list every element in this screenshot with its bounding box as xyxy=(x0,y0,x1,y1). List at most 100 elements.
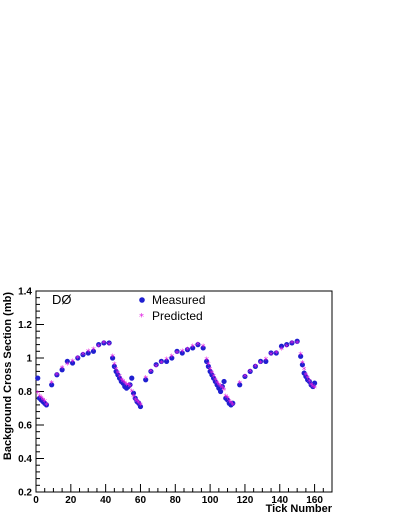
predicted-point: * xyxy=(170,353,175,363)
measured-point xyxy=(75,355,81,361)
measured-point xyxy=(43,402,50,408)
predicted-point: * xyxy=(35,390,40,400)
x-tick-label: 120 xyxy=(237,495,254,506)
predicted-point: * xyxy=(284,343,289,353)
measured-point xyxy=(129,375,135,381)
legend-marker-measured xyxy=(139,297,145,303)
measured-point xyxy=(106,340,112,346)
measured-point xyxy=(137,403,144,410)
predicted-point: * xyxy=(185,346,190,356)
measured-point xyxy=(195,342,201,348)
predicted-point: * xyxy=(295,339,300,349)
measured-point xyxy=(143,377,149,383)
measured-point xyxy=(80,352,86,358)
predicted-point: * xyxy=(65,361,70,371)
measured-point xyxy=(127,382,133,388)
predicted-point: * xyxy=(138,401,143,411)
predicted-point: * xyxy=(190,343,195,353)
predicted-point: * xyxy=(218,383,223,393)
predicted-point: * xyxy=(229,400,234,410)
predicted-point: * xyxy=(112,361,117,371)
legend-label-predicted: Predicted xyxy=(152,309,203,323)
predicted-point: * xyxy=(130,388,135,398)
experiment-label: DØ xyxy=(52,292,72,307)
measured-point xyxy=(49,382,55,388)
predicted-point: * xyxy=(211,373,216,383)
predicted-point: * xyxy=(180,348,185,358)
predicted-point: * xyxy=(37,393,42,403)
predicted-point: * xyxy=(136,400,141,410)
measured-point xyxy=(247,368,253,374)
predicted-point: * xyxy=(116,370,121,380)
predicted-point: * xyxy=(204,356,209,366)
y-axis: 0.2 0.4 0.6 0.8 1 1.2 1.4 xyxy=(18,287,44,499)
measured-point xyxy=(204,358,210,364)
predicted-point: * xyxy=(210,370,215,380)
x-tick-label: 140 xyxy=(271,495,288,506)
predicted-point: * xyxy=(149,368,154,378)
predicted-point: * xyxy=(86,348,91,358)
measured-point xyxy=(284,342,290,348)
x-tick-label: 40 xyxy=(100,495,112,506)
predicted-point: * xyxy=(201,343,206,353)
predicted-point: * xyxy=(154,363,159,373)
predicted-point: * xyxy=(253,363,258,373)
predicted-point: * xyxy=(307,378,312,388)
predicted-point: * xyxy=(224,393,229,403)
measured-point xyxy=(101,340,107,346)
predicted-point: * xyxy=(304,371,309,381)
y-tick-label: 0.8 xyxy=(18,387,32,398)
predicted-point: * xyxy=(237,380,242,390)
predicted-point: * xyxy=(159,360,164,370)
predicted-point: * xyxy=(300,360,305,370)
measured-point xyxy=(219,383,225,390)
y-tick-label: 1.2 xyxy=(18,320,32,331)
predicted-point: * xyxy=(76,355,81,365)
predicted-point: * xyxy=(220,385,225,395)
predicted-point: * xyxy=(208,366,213,376)
predicted-point: * xyxy=(311,383,316,393)
legend: Measured * Predicted xyxy=(139,293,205,323)
predicted-point: * xyxy=(81,351,86,361)
predicted-point: * xyxy=(312,385,317,395)
y-tick-label: 0.2 xyxy=(18,488,32,499)
measured-point xyxy=(158,358,164,364)
x-tick-label: 60 xyxy=(135,495,147,506)
measured-point xyxy=(96,342,102,348)
predicted-point: * xyxy=(175,349,180,359)
measured-point xyxy=(252,363,258,369)
measured-point xyxy=(242,373,248,380)
predicted-point: * xyxy=(206,361,211,371)
measured-point xyxy=(289,340,295,346)
measured-point xyxy=(258,358,264,364)
predicted-point: * xyxy=(164,356,169,366)
measured-point xyxy=(294,338,300,344)
x-axis-title: Tick Number xyxy=(266,503,333,515)
measured-point xyxy=(174,348,180,354)
predicted-point: * xyxy=(121,378,126,388)
measured-point xyxy=(298,353,304,359)
predicted-point: * xyxy=(290,339,295,349)
predicted-point: * xyxy=(110,353,115,363)
x-axis: 0 20 40 60 80 100 120 140 160 xyxy=(33,484,333,506)
predicted-point: * xyxy=(124,381,129,391)
predicted-point: * xyxy=(128,383,133,393)
measured-point xyxy=(148,368,154,374)
predicted-point: * xyxy=(55,371,60,381)
x-tick-label: 160 xyxy=(306,495,323,506)
measured-point xyxy=(153,362,159,368)
predicted-point: * xyxy=(213,376,218,386)
measured-point xyxy=(190,345,196,351)
predicted-point: * xyxy=(222,386,227,396)
predicted-point: * xyxy=(60,365,65,375)
predicted-point: * xyxy=(119,376,124,386)
predicted-point: * xyxy=(231,401,236,411)
measured-point xyxy=(230,400,236,406)
predicted-point: * xyxy=(215,380,220,390)
predicted-point: * xyxy=(39,395,44,405)
x-tick-label: 80 xyxy=(170,495,182,506)
measured-point xyxy=(69,360,76,366)
predicted-point: * xyxy=(248,368,253,378)
measured-point xyxy=(85,350,91,356)
